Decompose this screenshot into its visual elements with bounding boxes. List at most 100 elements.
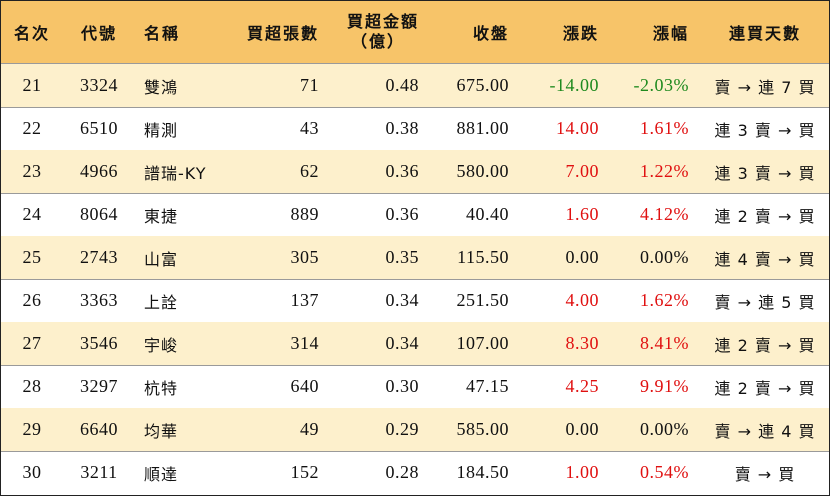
cell-change: 4.00 bbox=[565, 290, 599, 310]
header-close: 收盤 bbox=[472, 24, 509, 43]
cell-change-pct: 1.62% bbox=[640, 290, 689, 310]
table-row: 22 6510 精測 43 0.38 881.00 14.00 1.61% 連 3 賣 → 買 bbox=[1, 107, 829, 151]
cell-net-buy-lots: 62 bbox=[300, 161, 319, 181]
cell-change: 0.00 bbox=[565, 247, 599, 267]
cell-net-buy-amount: 0.30 bbox=[385, 376, 419, 396]
cell-close: 580.00 bbox=[456, 161, 509, 181]
cell-consecutive-days: 賣 → 連 7 買 bbox=[714, 77, 816, 97]
cell-rank: 28 bbox=[22, 376, 42, 396]
table-row: 23 4966 譜瑞-KY 62 0.36 580.00 7.00 1.22% 連 3 賣 → … bbox=[1, 150, 829, 194]
cell-name: 杭特 bbox=[144, 378, 179, 398]
table-header: 名次 代號 名稱 買超張數 買超金額 （億） 收盤 漲跌 漲幅 連買天數 bbox=[1, 1, 829, 64]
cell-change-pct: -2.03% bbox=[633, 75, 689, 95]
cell-code: 8064 bbox=[80, 204, 118, 224]
header-net-buy-lots: 買超張數 bbox=[246, 24, 319, 43]
cell-net-buy-lots: 71 bbox=[300, 75, 319, 95]
header-code: 代號 bbox=[80, 24, 117, 43]
table-row: 25 2743 山富 305 0.35 115.50 0.00 0.00% 連 4 賣 → 買 bbox=[1, 236, 829, 280]
table-row: 24 8064 東捷 889 0.36 40.40 1.60 4.12% 連 2 賣 → 買 bbox=[1, 193, 829, 237]
cell-name: 東捷 bbox=[144, 206, 179, 226]
cell-code: 6640 bbox=[80, 419, 118, 439]
cell-rank: 26 bbox=[22, 290, 42, 310]
cell-name: 順達 bbox=[144, 464, 179, 484]
cell-net-buy-lots: 43 bbox=[300, 118, 319, 138]
cell-change-pct: 0.00% bbox=[640, 419, 689, 439]
cell-code: 3363 bbox=[80, 290, 118, 310]
cell-change: 1.60 bbox=[565, 204, 599, 224]
cell-close: 881.00 bbox=[456, 118, 509, 138]
table-row: 30 3211 順達 152 0.28 184.50 1.00 0.54% 賣 → 買 bbox=[1, 451, 829, 494]
cell-code: 3211 bbox=[80, 462, 118, 482]
cell-consecutive-days: 賣 → 連 5 買 bbox=[714, 292, 816, 312]
cell-close: 675.00 bbox=[456, 75, 509, 95]
cell-change: 1.00 bbox=[565, 462, 599, 482]
cell-net-buy-lots: 137 bbox=[290, 290, 319, 310]
header-net-buy-amount-label: 買超金額 bbox=[346, 12, 419, 31]
cell-change-pct: 0.54% bbox=[640, 462, 689, 482]
cell-rank: 29 bbox=[22, 419, 42, 439]
cell-change: 7.00 bbox=[565, 161, 599, 181]
cell-change: -14.00 bbox=[549, 75, 599, 95]
cell-name: 精測 bbox=[144, 120, 179, 140]
cell-consecutive-days: 連 2 賣 → 買 bbox=[714, 335, 816, 355]
cell-close: 47.15 bbox=[466, 376, 509, 396]
cell-rank: 23 bbox=[22, 161, 42, 181]
cell-net-buy-amount: 0.28 bbox=[385, 462, 419, 482]
cell-change: 8.30 bbox=[565, 333, 599, 353]
table-row: 26 3363 上詮 137 0.34 251.50 4.00 1.62% 賣 → 連 5 買 bbox=[1, 279, 829, 323]
cell-change: 4.25 bbox=[565, 376, 599, 396]
cell-code: 4966 bbox=[80, 161, 118, 181]
cell-code: 2743 bbox=[80, 247, 118, 267]
cell-close: 251.50 bbox=[456, 290, 509, 310]
table-row: 28 3297 杭特 640 0.30 47.15 4.25 9.91% 連 2 賣 → 買 bbox=[1, 365, 829, 409]
cell-code: 6510 bbox=[80, 118, 118, 138]
cell-consecutive-days: 賣 → 買 bbox=[734, 464, 796, 484]
cell-net-buy-amount: 0.38 bbox=[385, 118, 419, 138]
cell-net-buy-amount: 0.29 bbox=[385, 419, 419, 439]
cell-name: 宇峻 bbox=[144, 335, 179, 355]
cell-rank: 24 bbox=[22, 204, 42, 224]
cell-name: 山富 bbox=[144, 249, 179, 269]
cell-consecutive-days: 連 2 賣 → 買 bbox=[714, 378, 816, 398]
cell-code: 3324 bbox=[80, 75, 118, 95]
cell-change-pct: 9.91% bbox=[640, 376, 689, 396]
header-net-buy-amount-unit: （億） bbox=[350, 32, 405, 51]
cell-close: 40.40 bbox=[466, 204, 509, 224]
cell-net-buy-lots: 889 bbox=[290, 204, 319, 224]
cell-close: 115.50 bbox=[457, 247, 509, 267]
header-consecutive-days: 連買天數 bbox=[728, 24, 801, 43]
header-rank: 名次 bbox=[13, 24, 50, 43]
cell-change: 14.00 bbox=[556, 118, 599, 138]
cell-rank: 27 bbox=[22, 333, 42, 353]
cell-code: 3546 bbox=[80, 333, 118, 353]
cell-rank: 21 bbox=[22, 75, 42, 95]
cell-rank: 30 bbox=[22, 462, 42, 482]
header-change: 漲跌 bbox=[562, 24, 599, 43]
cell-consecutive-days: 賣 → 連 4 買 bbox=[714, 421, 816, 441]
cell-consecutive-days: 連 3 賣 → 買 bbox=[714, 163, 816, 183]
table-row: 27 3546 宇峻 314 0.34 107.00 8.30 8.41% 連 2 賣 → 買 bbox=[1, 322, 829, 366]
header-net-buy-amount: 買超金額 （億） bbox=[331, 1, 419, 63]
cell-name: 均華 bbox=[144, 421, 179, 441]
cell-net-buy-amount: 0.34 bbox=[385, 290, 419, 310]
cell-change-pct: 4.12% bbox=[640, 204, 689, 224]
cell-net-buy-amount: 0.34 bbox=[385, 333, 419, 353]
cell-change-pct: 0.00% bbox=[640, 247, 689, 267]
cell-name: 雙鴻 bbox=[144, 77, 179, 97]
cell-net-buy-lots: 152 bbox=[290, 462, 319, 482]
cell-net-buy-lots: 640 bbox=[290, 376, 319, 396]
cell-consecutive-days: 連 3 賣 → 買 bbox=[714, 120, 816, 140]
cell-net-buy-amount: 0.35 bbox=[385, 247, 419, 267]
cell-net-buy-amount: 0.36 bbox=[385, 161, 419, 181]
cell-close: 184.50 bbox=[456, 462, 509, 482]
cell-change-pct: 1.61% bbox=[640, 118, 689, 138]
table-row: 21 3324 雙鴻 71 0.48 675.00 -14.00 -2.03% 賣 → 連 7 … bbox=[1, 64, 829, 108]
table-row: 29 6640 均華 49 0.29 585.00 0.00 0.00% 賣 → 連 4 買 bbox=[1, 408, 829, 452]
cell-change: 0.00 bbox=[565, 419, 599, 439]
cell-rank: 22 bbox=[22, 118, 42, 138]
cell-rank: 25 bbox=[22, 247, 42, 267]
cell-change-pct: 8.41% bbox=[640, 333, 689, 353]
cell-name: 譜瑞-KY bbox=[144, 163, 207, 183]
cell-net-buy-amount: 0.48 bbox=[385, 75, 419, 95]
